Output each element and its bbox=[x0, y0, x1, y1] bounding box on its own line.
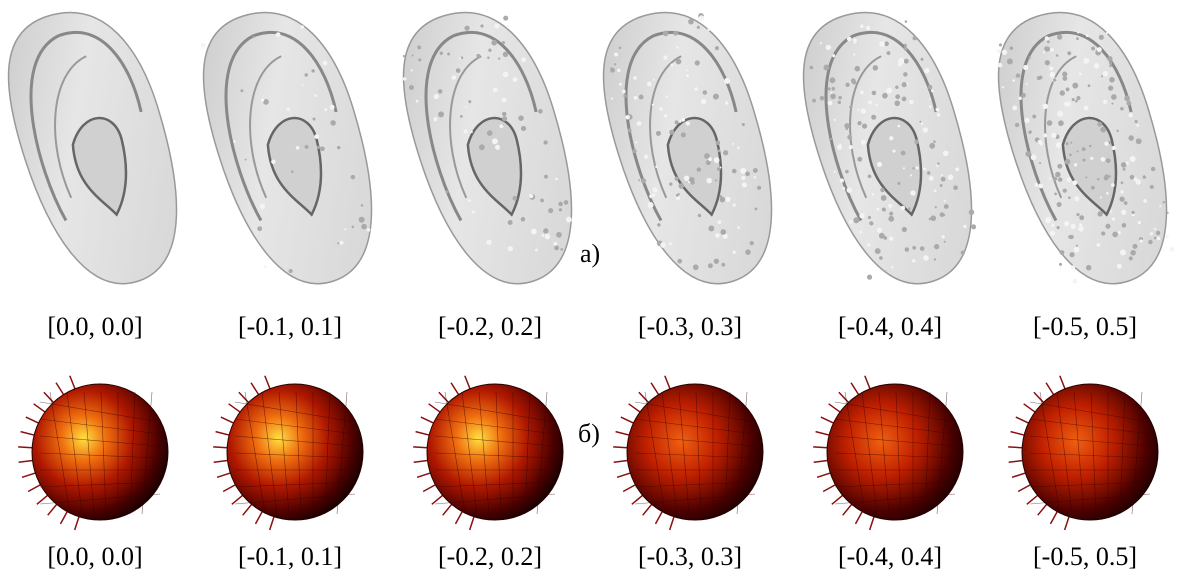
caption: [-0.1, 0.1] bbox=[238, 312, 342, 341]
caption: [-0.2, 0.2] bbox=[438, 312, 542, 341]
sphere bbox=[227, 384, 363, 520]
caption: [-0.4, 0.4] bbox=[838, 542, 942, 571]
ear-noise bbox=[997, 49, 1002, 54]
sphere-image bbox=[213, 376, 363, 530]
ear-image bbox=[380, 0, 602, 303]
page: a) б) [0.0, 0.0] [0.0, 0.0] [-0.1, 0.1] [-0… bbox=[0, 0, 1182, 578]
ear-image bbox=[580, 0, 802, 303]
ear-image bbox=[975, 0, 1182, 303]
sphere-image bbox=[18, 376, 168, 530]
caption: [-0.1, 0.1] bbox=[238, 542, 342, 571]
ear-image bbox=[180, 0, 402, 303]
figure: a) б) [0.0, 0.0] [0.0, 0.0] [-0.1, 0.1] [-0… bbox=[0, 0, 1182, 578]
sphere bbox=[627, 384, 763, 520]
ear-noise bbox=[998, 43, 1002, 47]
panel-label: a) bbox=[580, 239, 600, 268]
sphere-image bbox=[413, 376, 563, 530]
ear-noise bbox=[1165, 235, 1169, 239]
sphere bbox=[827, 384, 963, 520]
ear-noise bbox=[506, 24, 509, 27]
ear-noise bbox=[1059, 262, 1063, 266]
sphere-image bbox=[613, 376, 763, 530]
sphere-image bbox=[813, 376, 963, 530]
caption: [0.0, 0.0] bbox=[47, 312, 142, 341]
ear-noise bbox=[263, 265, 267, 269]
ear-image bbox=[0, 0, 207, 303]
ear-image bbox=[780, 0, 1002, 303]
sphere bbox=[1022, 384, 1158, 520]
caption: [-0.5, 0.5] bbox=[1033, 542, 1137, 571]
ear-noise bbox=[1169, 247, 1175, 253]
ear-noise bbox=[1072, 278, 1078, 284]
ear-noise bbox=[866, 274, 873, 281]
caption: [-0.3, 0.3] bbox=[638, 312, 742, 341]
ear-noise bbox=[200, 42, 206, 48]
caption: [-0.4, 0.4] bbox=[838, 312, 942, 341]
caption: [0.0, 0.0] bbox=[47, 542, 142, 571]
ear-noise bbox=[503, 15, 509, 21]
sphere bbox=[427, 384, 563, 520]
caption: [-0.5, 0.5] bbox=[1033, 312, 1137, 341]
caption: [-0.3, 0.3] bbox=[638, 542, 742, 571]
caption: [-0.2, 0.2] bbox=[438, 542, 542, 571]
panel-label: б) bbox=[578, 419, 600, 448]
sphere-image bbox=[1008, 376, 1158, 530]
ear-noise bbox=[904, 20, 907, 23]
sphere bbox=[32, 384, 168, 520]
